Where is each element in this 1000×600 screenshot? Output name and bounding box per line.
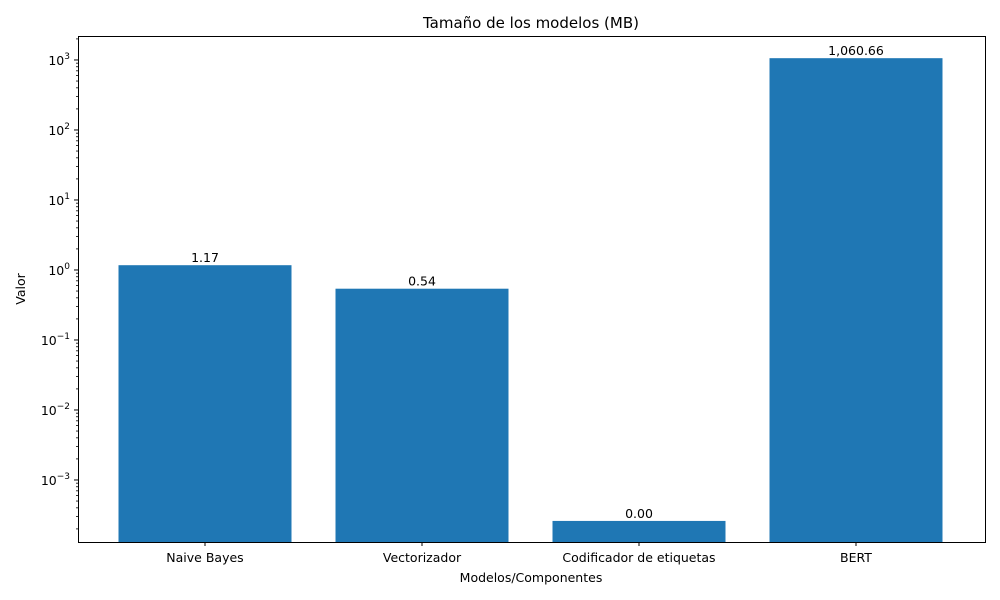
bar-1: [335, 288, 509, 542]
y-tick-label-0: 10−3: [41, 472, 70, 488]
x-tick-label-0: Naive Bayes: [166, 550, 243, 565]
data-label-2: 0.00: [625, 506, 653, 521]
data-label-1: 0.54: [408, 274, 436, 289]
y-tick-label-3: 100: [48, 262, 70, 278]
data-label-0: 1.17: [191, 250, 219, 265]
plot-frame: [78, 36, 986, 543]
bar-2: [552, 520, 726, 542]
y-tick-label-4: 101: [48, 192, 70, 208]
x-axis-ticks: Naive Bayes Vectorizador Codificador de et…: [166, 542, 872, 565]
data-label-3: 1,060.66: [828, 43, 884, 58]
bars-group: [118, 58, 943, 542]
x-tick-label-2: Codificador de etiquetas: [562, 550, 715, 565]
x-axis-label: Modelos/Componentes: [460, 570, 603, 585]
data-labels-group: 1.17 0.54 0.00 1,060.66: [191, 43, 884, 521]
y-axis-label: Valor: [13, 272, 28, 304]
bar-3: [769, 58, 943, 542]
y-tick-label-2: 10−1: [41, 332, 70, 348]
y-tick-label-6: 103: [48, 52, 70, 68]
y-tick-label-5: 102: [48, 122, 70, 138]
x-tick-label-1: Vectorizador: [383, 550, 462, 565]
y-axis-ticks: 10−3 10−2 10−1 100 101 102 103: [41, 38, 78, 530]
bar-0: [118, 265, 292, 542]
x-tick-label-3: BERT: [840, 550, 872, 565]
chart-title: Tamaño de los modelos (MB): [422, 14, 639, 32]
y-tick-label-1: 10−2: [41, 402, 70, 418]
